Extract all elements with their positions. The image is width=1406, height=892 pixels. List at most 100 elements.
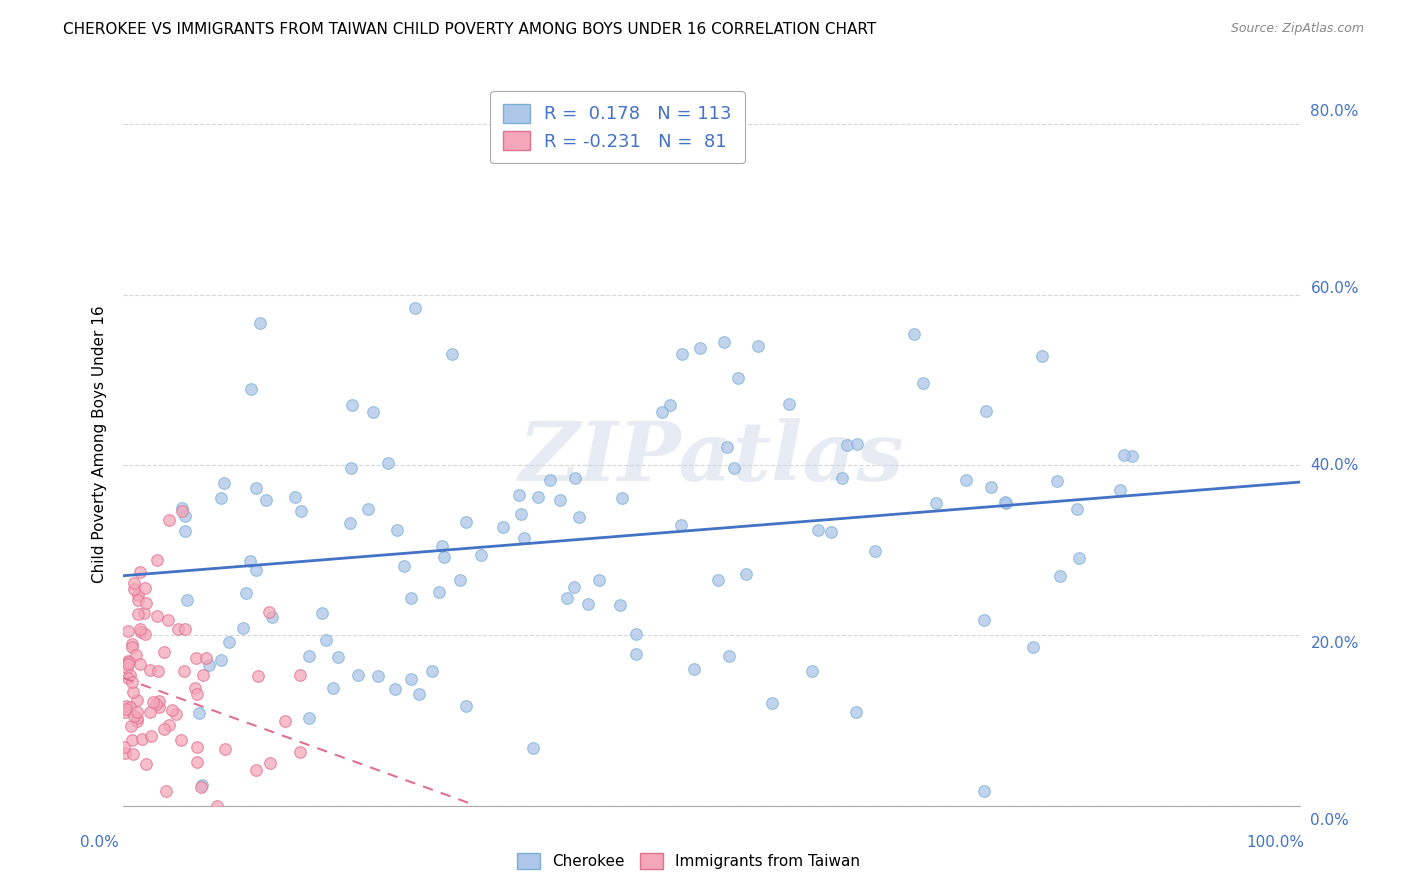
Point [1114, 449, 1136, 463]
Point [454, 699, 477, 714]
Point [548, 493, 571, 508]
Point [689, 342, 711, 356]
Point [568, 509, 591, 524]
Point [651, 405, 673, 419]
Point [172, 504, 194, 518]
Point [288, 745, 311, 759]
Point [727, 371, 749, 385]
Point [121, 636, 143, 650]
Point [122, 684, 145, 698]
Point [186, 687, 208, 701]
Point [117, 671, 139, 685]
Point [131, 624, 153, 639]
Point [326, 649, 349, 664]
Point [167, 622, 190, 636]
Point [513, 531, 536, 545]
Point [433, 549, 456, 564]
Point [367, 669, 389, 683]
Point [311, 606, 333, 620]
Point [128, 566, 150, 580]
Point [624, 627, 647, 641]
Point [148, 694, 170, 708]
Point [132, 606, 155, 620]
Text: 0.0%: 0.0% [1310, 814, 1350, 828]
Point [121, 732, 143, 747]
Point [135, 596, 157, 610]
Point [716, 440, 738, 454]
Point [315, 632, 337, 647]
Point [298, 649, 321, 664]
Point [588, 574, 610, 588]
Point [912, 376, 935, 391]
Point [114, 746, 136, 760]
Point [131, 732, 153, 747]
Point [1049, 569, 1071, 583]
Point [363, 405, 385, 419]
Point [706, 574, 728, 588]
Point [186, 739, 208, 754]
Point [980, 480, 1002, 494]
Point [508, 487, 530, 501]
Point [209, 491, 232, 506]
Point [157, 717, 180, 731]
Point [127, 593, 149, 607]
Point [122, 576, 145, 591]
Point [347, 668, 370, 682]
Point [254, 493, 277, 508]
Text: 100.0%: 100.0% [1247, 836, 1305, 850]
Point [212, 476, 235, 491]
Point [191, 668, 214, 682]
Point [209, 653, 232, 667]
Point [284, 490, 307, 504]
Point [399, 672, 422, 686]
Point [274, 714, 297, 728]
Point [1066, 501, 1088, 516]
Text: 0.0%: 0.0% [80, 836, 120, 850]
Point [624, 647, 647, 661]
Point [245, 763, 267, 777]
Point [155, 784, 177, 798]
Point [340, 398, 363, 412]
Point [973, 784, 995, 798]
Point [190, 778, 212, 792]
Point [298, 711, 321, 725]
Point [863, 543, 886, 558]
Point [170, 501, 193, 516]
Point [117, 657, 139, 672]
Point [974, 404, 997, 418]
Point [1109, 483, 1132, 497]
Point [125, 714, 148, 728]
Point [470, 548, 492, 562]
Point [117, 654, 139, 668]
Point [115, 661, 138, 675]
Point [249, 316, 271, 330]
Point [399, 591, 422, 605]
Point [118, 699, 141, 714]
Point [903, 326, 925, 341]
Point [778, 397, 800, 411]
Point [713, 334, 735, 349]
Point [683, 662, 706, 676]
Point [609, 599, 631, 613]
Point [562, 580, 585, 594]
Point [1031, 349, 1053, 363]
Point [610, 491, 633, 506]
Point [527, 491, 550, 505]
Point [522, 740, 544, 755]
Point [807, 524, 830, 538]
Point [955, 473, 977, 487]
Point [404, 301, 426, 316]
Point [184, 681, 207, 695]
Point [671, 347, 693, 361]
Point [290, 504, 312, 518]
Point [173, 509, 195, 524]
Point [173, 665, 195, 679]
Point [127, 706, 149, 720]
Point [118, 655, 141, 669]
Point [139, 663, 162, 677]
Text: 40.0%: 40.0% [1310, 458, 1358, 474]
Point [120, 719, 142, 733]
Point [145, 698, 167, 712]
Point [322, 681, 344, 695]
Point [125, 693, 148, 707]
